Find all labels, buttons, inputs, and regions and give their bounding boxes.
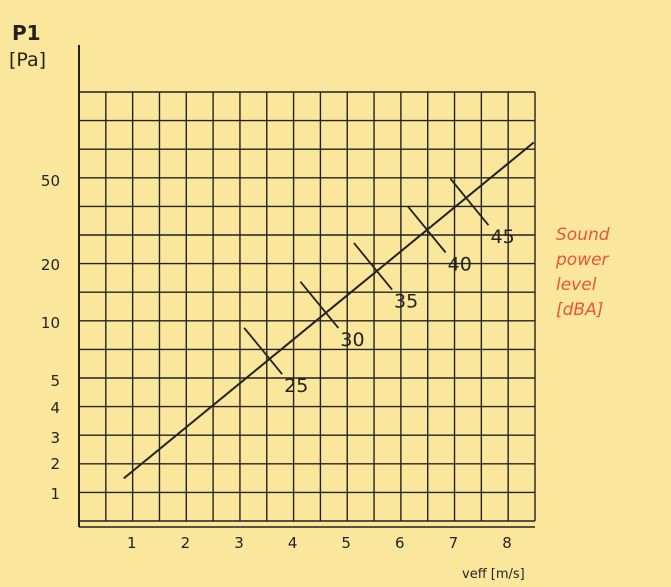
side-label-line-2: power bbox=[555, 250, 610, 270]
x-tick-label: 2 bbox=[181, 534, 191, 552]
y-axis-title-unit: [Pa] bbox=[9, 49, 46, 71]
x-tick-label: 1 bbox=[127, 534, 137, 552]
side-label-line-4: [dBA] bbox=[556, 300, 603, 320]
y-tick-label: 20 bbox=[41, 256, 60, 274]
grid bbox=[78, 91, 536, 522]
y-tick-label: 3 bbox=[50, 429, 60, 447]
level-marker-label: 45 bbox=[490, 226, 514, 248]
x-tick-label: 8 bbox=[502, 534, 512, 552]
level-marker-label: 40 bbox=[448, 254, 472, 276]
y-tick-label: 1 bbox=[50, 485, 60, 503]
x-tick-label: 7 bbox=[449, 534, 459, 552]
level-marker-tick bbox=[353, 242, 393, 291]
level-marker-tick bbox=[406, 205, 447, 254]
level-marker-tick bbox=[449, 178, 490, 226]
x-axis-title: veff [m/s] bbox=[462, 567, 525, 582]
y-tick-label: 50 bbox=[41, 172, 60, 190]
level-marker-label: 35 bbox=[394, 291, 418, 313]
x-tick-label: 5 bbox=[341, 534, 351, 552]
x-tick-label: 6 bbox=[395, 534, 405, 552]
x-tick-label: 3 bbox=[234, 534, 244, 552]
side-legend: Sound power level [dBA] bbox=[555, 225, 610, 320]
x-tick-label: 4 bbox=[288, 534, 298, 552]
y-tick-label: 2 bbox=[50, 455, 60, 473]
y-tick-labels: 1 2 3 4 5 10 20 50 bbox=[41, 172, 60, 503]
y-tick-label: 5 bbox=[50, 372, 60, 390]
level-marker-tick bbox=[243, 327, 283, 375]
x-tick-labels: 1 2 3 4 5 6 7 8 bbox=[127, 534, 512, 552]
side-label-line-1: Sound bbox=[556, 225, 610, 245]
y-tick-label: 10 bbox=[41, 314, 60, 332]
y-tick-label: 4 bbox=[50, 399, 60, 417]
level-marker-tick bbox=[299, 281, 340, 329]
level-marker-label: 30 bbox=[340, 329, 364, 351]
level-markers: 25 30 35 40 45 bbox=[243, 178, 515, 397]
y-axis-title-symbol: P1 bbox=[12, 21, 41, 45]
side-label-line-3: level bbox=[556, 275, 597, 295]
level-marker-label: 25 bbox=[284, 375, 308, 397]
